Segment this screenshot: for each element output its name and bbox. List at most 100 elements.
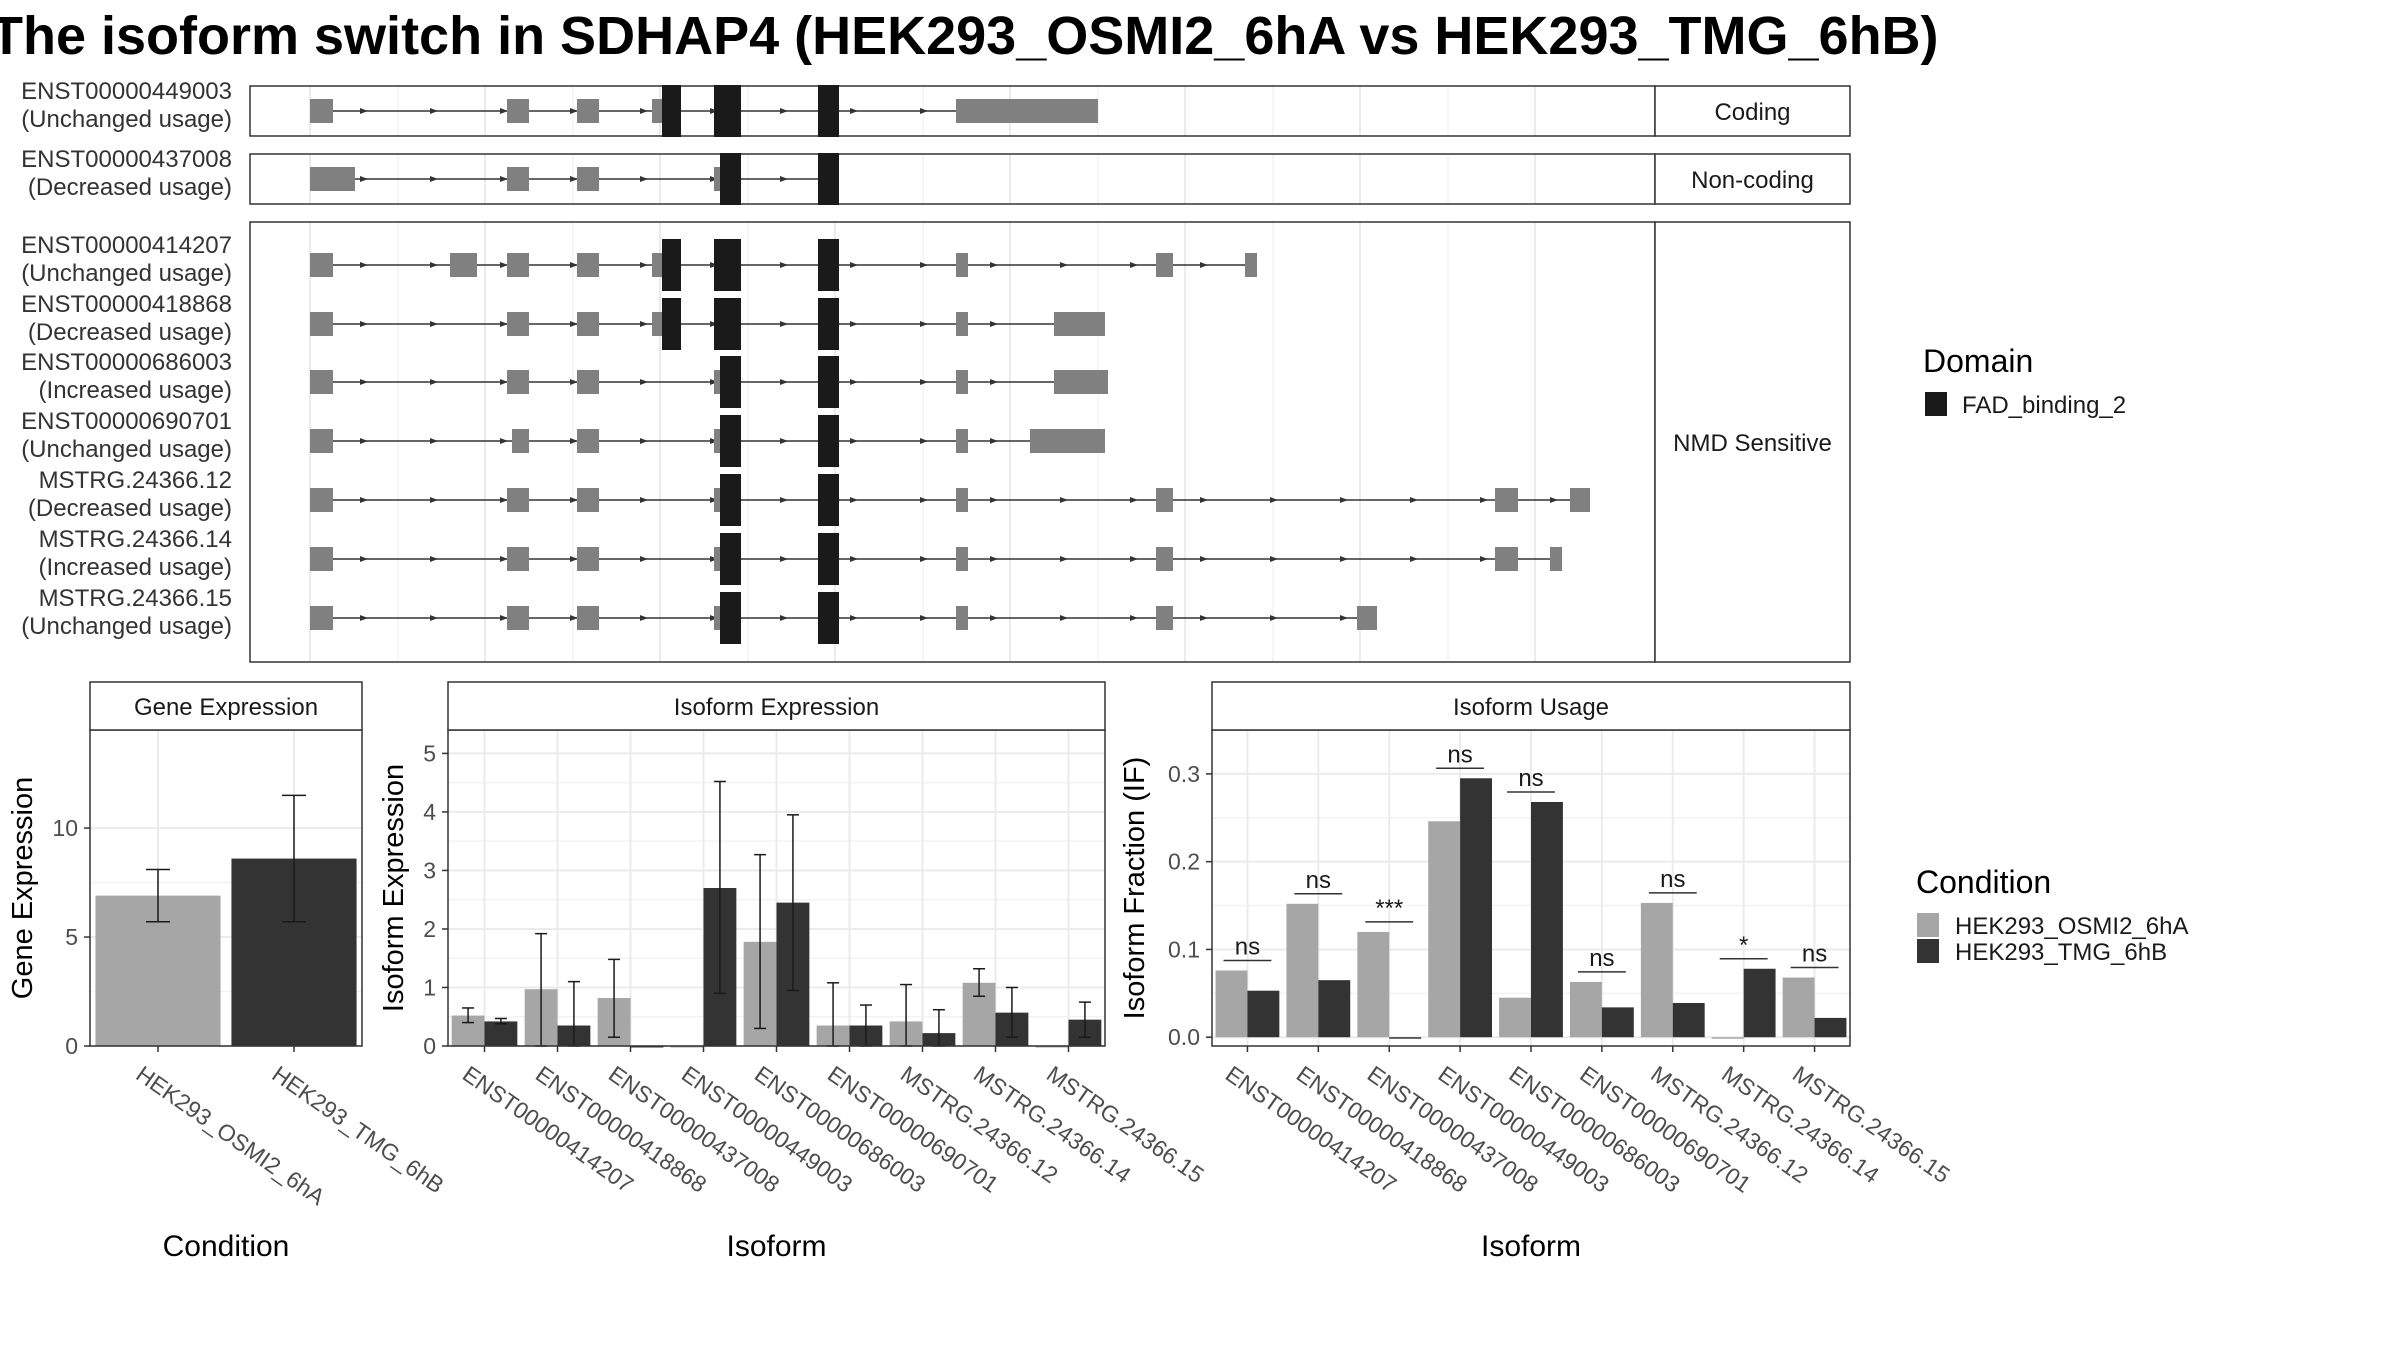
y-tick-label: 0.0: [1168, 1024, 1200, 1050]
chart-isoform-expression: 012345ENST00000414207ENST00000418868ENST…: [378, 681, 1209, 1263]
strand-arrow: [920, 615, 928, 621]
significance-label: ns: [1589, 945, 1614, 972]
strand-arrow: [1340, 615, 1348, 621]
y-tick-label: 0.1: [1168, 936, 1200, 962]
exon: [1054, 370, 1108, 394]
strand-arrow: [1410, 556, 1418, 562]
strand-arrow: [430, 615, 438, 621]
strand-arrow: [780, 438, 788, 444]
y-tick-label: 5: [65, 924, 78, 950]
strand-arrow: [1060, 556, 1068, 562]
strand-arrow: [1200, 615, 1208, 621]
strand-arrow: [850, 556, 858, 562]
domain-FAD_binding_2: [818, 533, 839, 585]
bar-HEK293_TMG_6hB: [1672, 1002, 1705, 1038]
strand-arrow: [1270, 615, 1278, 621]
exon: [310, 167, 355, 191]
y-axis-title: Gene Expression: [7, 777, 39, 999]
legend-label: HEK293_TMG_6hB: [1955, 939, 2167, 966]
exon: [310, 99, 333, 123]
strand-arrow: [360, 321, 368, 327]
isoform-usage-label: (Decreased usage): [28, 319, 232, 346]
significance-label: ns: [1447, 741, 1472, 768]
strand-arrow: [780, 108, 788, 114]
domain-FAD_binding_2: [818, 298, 839, 350]
strand-arrow: [1340, 556, 1348, 562]
exon: [1245, 253, 1257, 277]
strand-arrow: [990, 556, 998, 562]
strand-arrow: [430, 438, 438, 444]
strand-arrow: [430, 321, 438, 327]
strand-arrow: [1340, 497, 1348, 503]
exon: [507, 370, 529, 394]
domain-FAD_binding_2: [818, 474, 839, 526]
exon: [714, 429, 720, 453]
legend-label: HEK293_OSMI2_6hA: [1955, 913, 2188, 940]
exon: [956, 488, 968, 512]
legend-condition-title: Condition: [1916, 864, 2051, 900]
strand-arrow: [570, 262, 578, 268]
exon: [310, 370, 333, 394]
strand-arrow: [1200, 556, 1208, 562]
panel-strip: [447, 681, 1106, 731]
strand-arrow: [640, 615, 648, 621]
strand-arrow: [640, 262, 648, 268]
strand-arrow: [1200, 497, 1208, 503]
domain-FAD_binding_2: [662, 239, 681, 291]
significance-label: *: [1739, 932, 1748, 959]
exon: [1156, 253, 1173, 277]
strand-arrow: [500, 108, 508, 114]
isoform-id-label: ENST00000690701: [21, 408, 232, 435]
domain-FAD_binding_2: [818, 85, 839, 137]
exon: [450, 253, 477, 277]
exon: [507, 167, 529, 191]
facet-strip: [1654, 221, 1851, 663]
strand-arrow: [1480, 497, 1488, 503]
exon: [1054, 312, 1105, 336]
strand-arrow: [360, 379, 368, 385]
isoform-usage-label: (Unchanged usage): [21, 260, 232, 287]
y-tick-label: 1: [423, 974, 436, 1000]
bar-HEK293_OSMI2_6hA: [1428, 821, 1461, 1038]
strand-arrow: [500, 615, 508, 621]
strand-arrow: [920, 379, 928, 385]
exon: [310, 547, 333, 571]
bar-HEK293_OSMI2_6hA: [1357, 931, 1390, 1038]
y-tick-label: 3: [423, 857, 436, 883]
isoform-id-label: ENST00000414207: [21, 232, 232, 259]
strand-arrow: [360, 108, 368, 114]
strand-arrow: [1060, 262, 1068, 268]
domain-FAD_binding_2: [720, 592, 741, 644]
bar-HEK293_TMG_6hB: [1601, 1007, 1634, 1038]
exon: [1156, 606, 1173, 630]
isoform-usage-label: (Increased usage): [39, 554, 232, 581]
exon: [714, 547, 720, 571]
strand-arrow: [360, 556, 368, 562]
strand-arrow: [1270, 556, 1278, 562]
strand-arrow: [570, 108, 578, 114]
significance-label: ns: [1802, 941, 1827, 968]
exon: [1550, 547, 1562, 571]
exon: [577, 429, 599, 453]
strand-arrow: [990, 497, 998, 503]
domain-FAD_binding_2: [818, 356, 839, 408]
strand-arrow: [570, 321, 578, 327]
exon: [1156, 488, 1173, 512]
legends: Domain FAD_binding_2 Condition HEK293_OSMI2…: [1916, 343, 2188, 966]
facet-strip: [1654, 153, 1851, 205]
strand-arrow: [780, 615, 788, 621]
strand-arrow: [570, 438, 578, 444]
strand-arrow: [500, 497, 508, 503]
domain-FAD_binding_2: [818, 239, 839, 291]
strand-arrow: [500, 438, 508, 444]
exon: [714, 167, 720, 191]
strand-arrow: [570, 615, 578, 621]
y-tick-label: 0.2: [1168, 849, 1200, 875]
exon: [714, 488, 720, 512]
transcript-row: [310, 592, 1377, 644]
transcript-structure-panel: Coding Non-coding NMD Sensitive ENST0000044…: [21, 78, 1851, 663]
transcript-row: [310, 474, 1590, 526]
strand-arrow: [920, 321, 928, 327]
strand-arrow: [780, 262, 788, 268]
